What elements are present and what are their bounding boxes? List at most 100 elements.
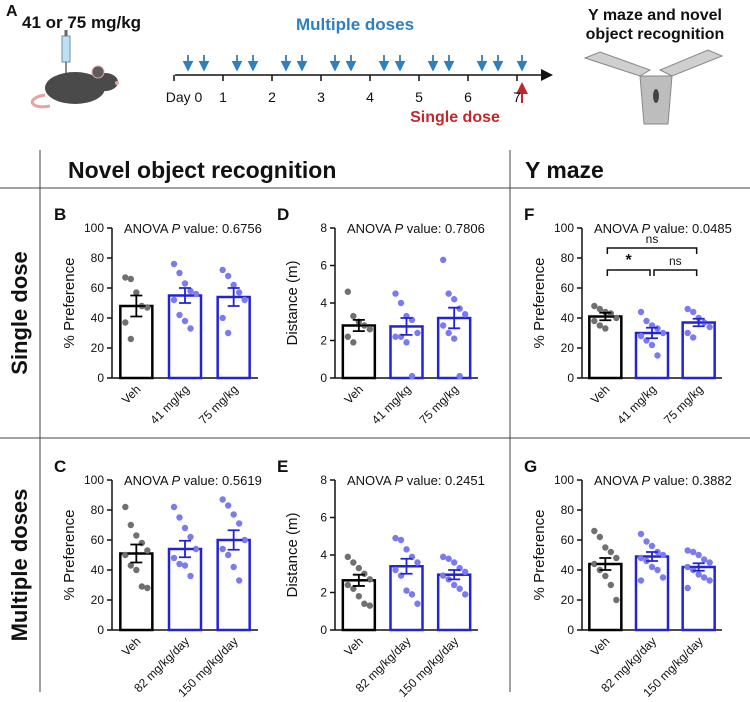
annotation-text: value: 0.2451 <box>403 473 485 488</box>
data-point <box>591 317 598 325</box>
data-point <box>659 329 667 337</box>
data-point <box>170 503 178 511</box>
y-tick-label: 0 <box>97 371 104 385</box>
y-tick-label: 80 <box>561 503 575 517</box>
error-bar <box>224 529 243 551</box>
error-bar <box>397 557 416 575</box>
data-point <box>450 296 458 303</box>
error-bar <box>127 543 146 564</box>
data-point <box>654 566 661 574</box>
annotation-text: ANOVA <box>594 473 641 488</box>
annotation-text: ANOVA <box>124 473 171 488</box>
error-bar <box>596 557 615 571</box>
data-point <box>439 572 447 579</box>
annotation: ANOVA P value: 0.3882 <box>594 473 732 488</box>
error-bar <box>397 317 416 336</box>
data-point <box>230 563 237 571</box>
mouse-icon <box>31 30 119 109</box>
data-point <box>684 329 691 337</box>
error-bar <box>643 326 661 340</box>
data-point <box>706 559 713 566</box>
arm <box>658 49 724 77</box>
data-point <box>684 305 691 313</box>
data-point <box>596 305 604 313</box>
column-header: Novel object recognition <box>68 157 336 183</box>
data-point <box>181 562 189 569</box>
data-point <box>456 305 463 312</box>
data-point <box>361 600 368 607</box>
annotation-text: ANOVA <box>347 221 394 236</box>
day-label: Day 0 <box>166 89 203 105</box>
data-point <box>414 600 421 607</box>
data-point <box>637 530 645 538</box>
significance-label: ns <box>669 254 682 268</box>
data-point <box>181 317 189 325</box>
data-point <box>403 339 410 346</box>
data-point <box>133 289 140 296</box>
data-point <box>127 275 135 283</box>
data-point <box>181 280 189 287</box>
annotation: ANOVA P value: 0.5619 <box>124 473 262 488</box>
data-point <box>176 311 183 319</box>
error-bar <box>689 317 708 328</box>
test-label: object recognition <box>586 26 725 43</box>
data-point <box>187 572 194 580</box>
data-point <box>456 585 463 592</box>
y-tick-label: 60 <box>91 281 105 295</box>
data-point <box>700 556 708 563</box>
tail <box>31 93 51 109</box>
data-point <box>695 571 702 578</box>
bar <box>119 304 154 380</box>
data-point <box>127 562 135 569</box>
data-point <box>450 335 458 342</box>
data-point <box>602 325 609 332</box>
data-point <box>461 311 469 318</box>
row-header: Single dose <box>7 251 32 374</box>
data-point <box>637 554 645 562</box>
annotation-text: P <box>171 473 180 488</box>
y-tick-label: 20 <box>561 593 575 607</box>
bar <box>119 552 154 632</box>
syringe <box>61 35 71 63</box>
data-point <box>596 533 604 541</box>
y-tick-label: 20 <box>91 593 105 607</box>
y-tick-label: 60 <box>561 533 575 547</box>
y-tick-label: 40 <box>561 311 575 325</box>
annotation-text: value: 0.0485 <box>650 221 732 236</box>
data-point <box>613 554 620 562</box>
data-point <box>403 546 410 553</box>
annotation: ANOVA P value: 0.0485 <box>594 221 732 236</box>
data-point <box>397 299 405 307</box>
data-point <box>219 545 226 553</box>
data-point <box>133 532 140 539</box>
data-point <box>414 329 421 337</box>
data-point <box>187 533 194 541</box>
bar <box>216 538 251 632</box>
data-point <box>241 536 248 544</box>
data-point <box>192 545 200 553</box>
day-label: 3 <box>317 89 325 105</box>
x-tick-label: 41 mg/kg <box>614 382 659 427</box>
y-tick-label: 6 <box>320 259 327 273</box>
day-label: 4 <box>366 89 374 105</box>
panel-letter: B <box>54 205 66 224</box>
data-point <box>591 527 598 535</box>
nose <box>115 81 119 85</box>
panel-letter: F <box>524 205 534 224</box>
data-point <box>706 323 713 331</box>
y-maze-icon <box>583 49 724 125</box>
x-tick-label: Veh <box>341 382 366 407</box>
y-axis-title: Distance (m) <box>284 260 301 345</box>
data-point <box>643 317 650 325</box>
annotation-text: P <box>394 473 403 488</box>
data-point <box>224 272 232 280</box>
data-point <box>344 288 352 295</box>
bar <box>216 295 251 380</box>
x-tick-label: Veh <box>119 382 144 407</box>
data-point <box>648 563 656 571</box>
data-point <box>397 536 405 544</box>
annotation: ANOVA P value: 0.6756 <box>124 221 262 236</box>
data-point <box>192 290 200 298</box>
data-point <box>392 333 399 340</box>
x-tick-label: 75 mg/kg <box>416 382 461 427</box>
